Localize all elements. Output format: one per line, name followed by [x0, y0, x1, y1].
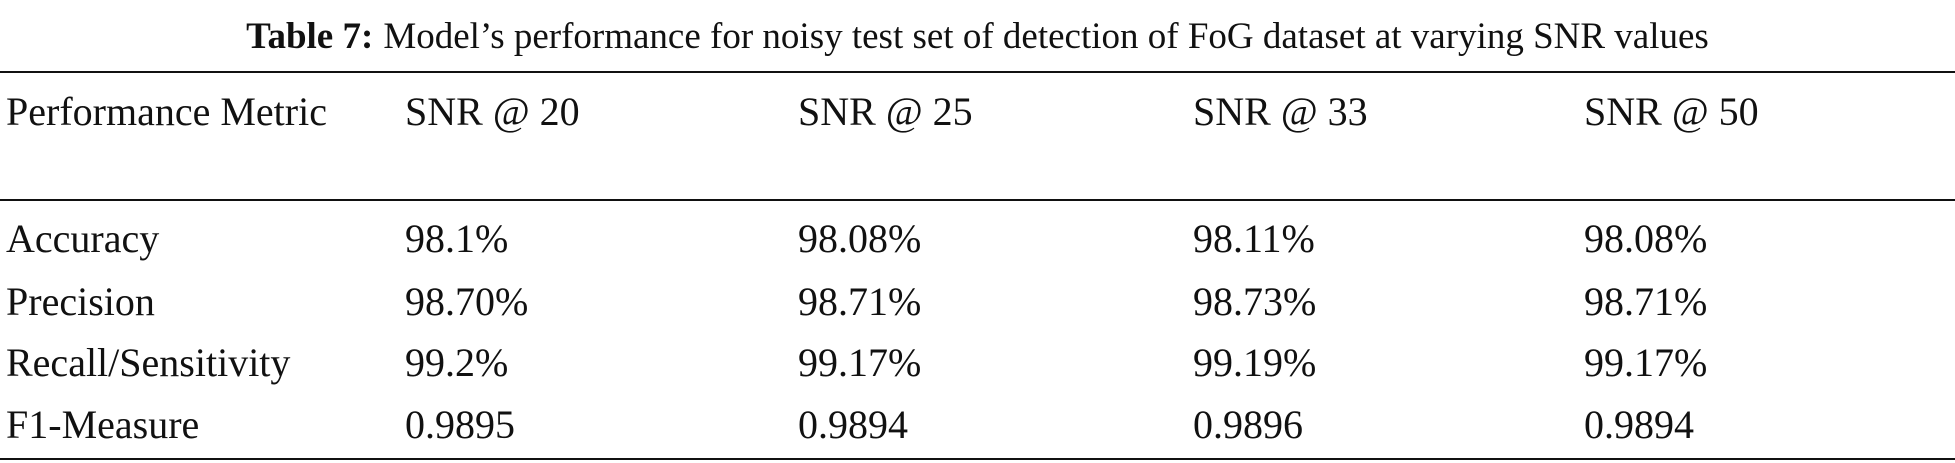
row-label: Recall/Sensitivity [6, 340, 291, 385]
row-label: Precision [6, 279, 155, 324]
row-label: Accuracy [6, 216, 160, 261]
table-cell: 99.2% [405, 340, 509, 385]
table-cell: 0.9895 [405, 402, 515, 447]
table-cell: 0.9894 [798, 402, 908, 447]
table-cell: 99.17% [1584, 340, 1708, 385]
caption-label: Table 7: [246, 16, 374, 57]
table-cell: 98.73% [1193, 279, 1317, 324]
table-cell: 98.71% [1584, 279, 1708, 324]
table-cell: 0.9894 [1584, 402, 1694, 447]
table-cell: 99.19% [1193, 340, 1317, 385]
row-label: F1-Measure [6, 402, 200, 447]
header-cell: SNR @ 33 [1193, 89, 1368, 134]
table-cell: 0.9896 [1193, 402, 1303, 447]
header-cell: SNR @ 50 [1584, 89, 1759, 134]
table-cell: 98.08% [1584, 216, 1708, 261]
table-cell: 98.71% [798, 279, 922, 324]
caption-text: Model’s performance for noisy test set o… [383, 16, 1709, 57]
mid-rule [0, 199, 1955, 201]
table-cell: 98.08% [798, 216, 922, 261]
header-cell: SNR @ 25 [798, 89, 973, 134]
table-cell: 98.11% [1193, 216, 1315, 261]
table-cell: 98.70% [405, 279, 529, 324]
table-cell: 99.17% [798, 340, 922, 385]
table-cell: 98.1% [405, 216, 509, 261]
header-cell: SNR @ 20 [405, 89, 580, 134]
caption: Table 7: Model’s performance for noisy te… [0, 14, 1955, 60]
bottom-rule [0, 458, 1955, 460]
header-cell: Performance Metric [6, 89, 327, 134]
top-rule [0, 71, 1955, 73]
